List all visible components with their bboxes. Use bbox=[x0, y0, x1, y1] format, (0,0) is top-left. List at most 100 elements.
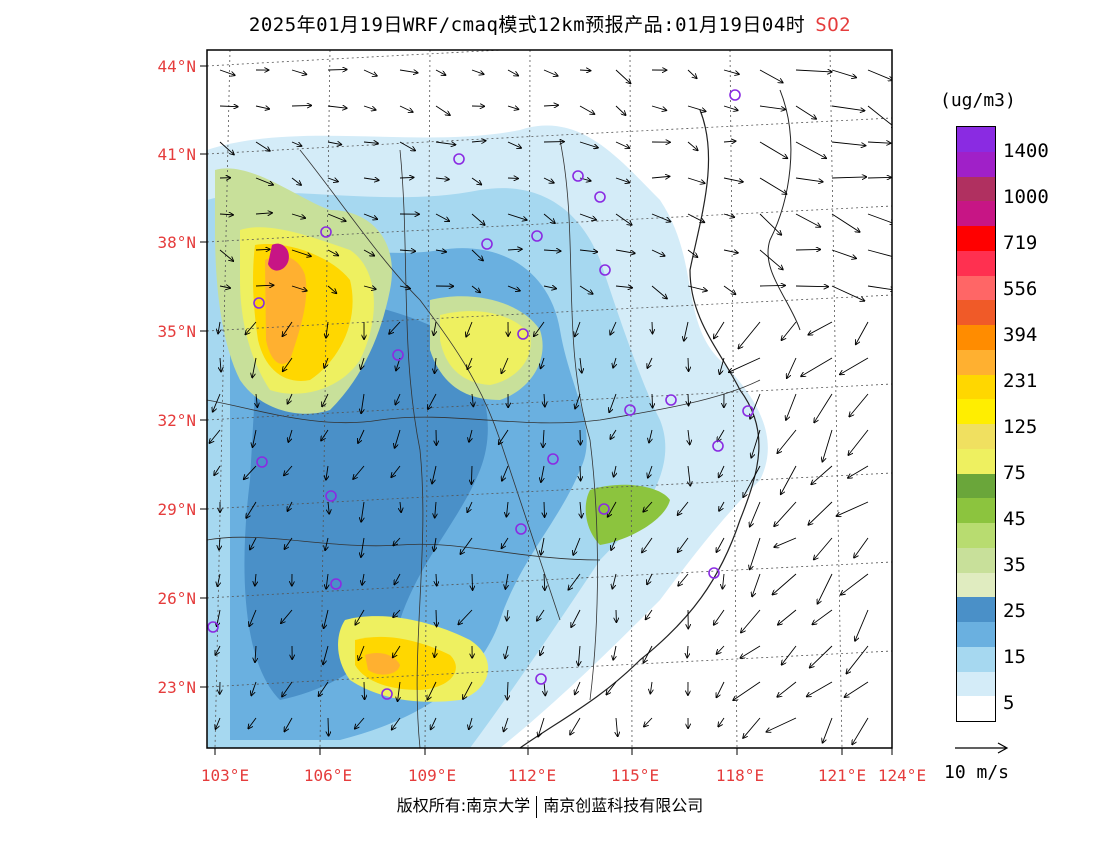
legend-label-394: 394 bbox=[1003, 324, 1038, 346]
station-marker bbox=[392, 349, 404, 361]
wind-arrow bbox=[759, 105, 785, 109]
wind-arrow bbox=[814, 537, 833, 560]
wind-arrow bbox=[570, 717, 581, 735]
wind-arrow bbox=[400, 501, 401, 512]
wind-arrow bbox=[284, 717, 293, 731]
wind-arrow bbox=[543, 213, 555, 223]
wind-arrow bbox=[773, 573, 797, 595]
wind-arrow bbox=[399, 70, 418, 73]
wind-arrow bbox=[651, 285, 667, 299]
wind-arrow bbox=[766, 717, 797, 732]
wind-arrow bbox=[215, 645, 221, 655]
wind-arrow bbox=[214, 465, 221, 475]
wind-arrow bbox=[435, 213, 449, 221]
wind-arrow bbox=[795, 177, 823, 182]
wind-arrow bbox=[719, 501, 725, 511]
wind-arrow bbox=[777, 429, 797, 453]
legend-swatch bbox=[957, 622, 995, 647]
wind-arrow bbox=[845, 681, 869, 697]
legend-swatch bbox=[957, 201, 995, 226]
station-marker bbox=[599, 264, 611, 276]
wind-arrow bbox=[544, 393, 545, 407]
wind-arrow bbox=[501, 357, 509, 373]
wind-vectors bbox=[209, 69, 892, 744]
wind-arrow bbox=[652, 393, 653, 408]
wind-arrow bbox=[256, 393, 257, 407]
wind-arrow bbox=[848, 429, 869, 455]
wind-arrow bbox=[389, 321, 401, 334]
wind-arrow bbox=[608, 501, 617, 517]
wind-arrow bbox=[615, 141, 629, 148]
wind-arrow bbox=[471, 141, 486, 142]
wind-arrow bbox=[434, 537, 436, 551]
wind-arrow bbox=[363, 286, 376, 289]
wind-arrow bbox=[781, 465, 797, 494]
wind-arrow bbox=[774, 501, 797, 526]
wind-arrow bbox=[687, 177, 705, 183]
lat-label-32: 32°N bbox=[157, 411, 196, 430]
wind-arrow bbox=[255, 141, 270, 151]
wind-arrow bbox=[467, 501, 473, 512]
wind-arrow bbox=[714, 321, 725, 338]
wind-arrow bbox=[612, 573, 617, 589]
legend-swatch bbox=[957, 250, 995, 276]
wind-arrow bbox=[395, 429, 401, 448]
station-marker bbox=[253, 297, 265, 309]
wind-arrow bbox=[808, 501, 833, 525]
wind-arrow bbox=[434, 645, 436, 657]
legend-swatch bbox=[957, 399, 995, 424]
legend-swatch bbox=[957, 523, 995, 548]
wind-arrow bbox=[399, 105, 413, 112]
chart-title: 2025年01月19日WRF/cmaq模式12km预报产品:01月19日04时 S… bbox=[0, 10, 1100, 37]
wind-arrow bbox=[213, 393, 221, 412]
wind-arrow bbox=[428, 393, 437, 409]
wind-arrow bbox=[855, 609, 869, 641]
wind-arrow bbox=[759, 213, 781, 235]
wind-arrow bbox=[361, 393, 364, 413]
wind-arrow bbox=[471, 465, 472, 484]
wind-arrow bbox=[463, 681, 473, 699]
wind-arrow bbox=[814, 393, 833, 422]
station-marker bbox=[594, 191, 606, 203]
copyright: 版权所有:南京大学 南京创蓝科技有限公司 bbox=[0, 792, 1100, 818]
wind-arrow bbox=[723, 177, 743, 182]
wind-arrow bbox=[651, 249, 665, 256]
wind-arrow bbox=[579, 141, 598, 148]
wind-arrow bbox=[363, 249, 374, 256]
wind-arrow bbox=[717, 429, 725, 441]
wind-arrow bbox=[615, 69, 630, 83]
lat-label-23: 23°N bbox=[157, 678, 196, 697]
wind-arrow bbox=[823, 717, 833, 743]
wind-arrow bbox=[363, 142, 378, 143]
wind-arrow bbox=[822, 429, 833, 462]
wind-arrow bbox=[738, 321, 761, 348]
wind-arrow bbox=[436, 609, 437, 626]
wind-arrow bbox=[759, 249, 783, 269]
wind-arrow bbox=[786, 393, 797, 420]
lon-label-115: 115°E bbox=[611, 766, 659, 785]
wind-arrow bbox=[687, 69, 697, 78]
legend-swatch bbox=[957, 646, 995, 672]
wind-arrow bbox=[580, 501, 581, 518]
wind-arrow bbox=[575, 321, 581, 336]
wind-arrow bbox=[777, 681, 797, 697]
wind-arrow bbox=[831, 285, 864, 301]
wind-arrow bbox=[831, 105, 864, 111]
wind-arrow bbox=[538, 717, 545, 737]
lat-label-41: 41°N bbox=[157, 145, 196, 164]
station-markers bbox=[207, 89, 754, 700]
wind-arrow bbox=[283, 357, 293, 371]
wind-arrow bbox=[255, 645, 256, 662]
wind-arrow bbox=[471, 213, 485, 225]
lat-label-26: 26°N bbox=[157, 589, 196, 608]
wind-arrow bbox=[643, 501, 653, 512]
wind-arrow bbox=[219, 214, 233, 215]
lat-label-44: 44°N bbox=[157, 57, 196, 76]
wind-arrow bbox=[759, 177, 786, 194]
lon-label-118: 118°E bbox=[716, 766, 764, 785]
station-marker bbox=[481, 238, 493, 250]
station-marker bbox=[598, 503, 610, 515]
legend-label-75: 75 bbox=[1003, 462, 1026, 484]
wind-arrow bbox=[434, 321, 436, 335]
